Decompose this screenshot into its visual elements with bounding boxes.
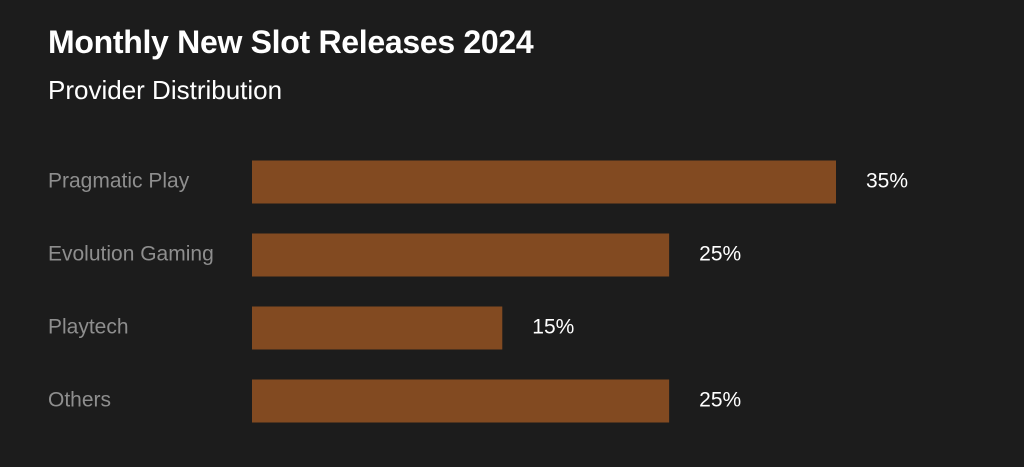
category-label: Evolution Gaming [48,243,214,266]
bar [252,379,670,423]
bar [252,306,503,350]
category-label: Pragmatic Play [48,170,190,193]
bar [252,233,670,277]
value-label: 35% [866,170,908,193]
chart-subtitle: Provider Distribution [48,75,283,105]
chart-title: Monthly New Slot Releases 2024 [48,24,534,60]
value-label: 25% [699,243,741,266]
category-label: Playtech [48,316,129,339]
bar [252,160,836,204]
category-label: Others [48,389,111,412]
value-label: 15% [532,316,574,339]
value-label: 25% [699,389,741,412]
